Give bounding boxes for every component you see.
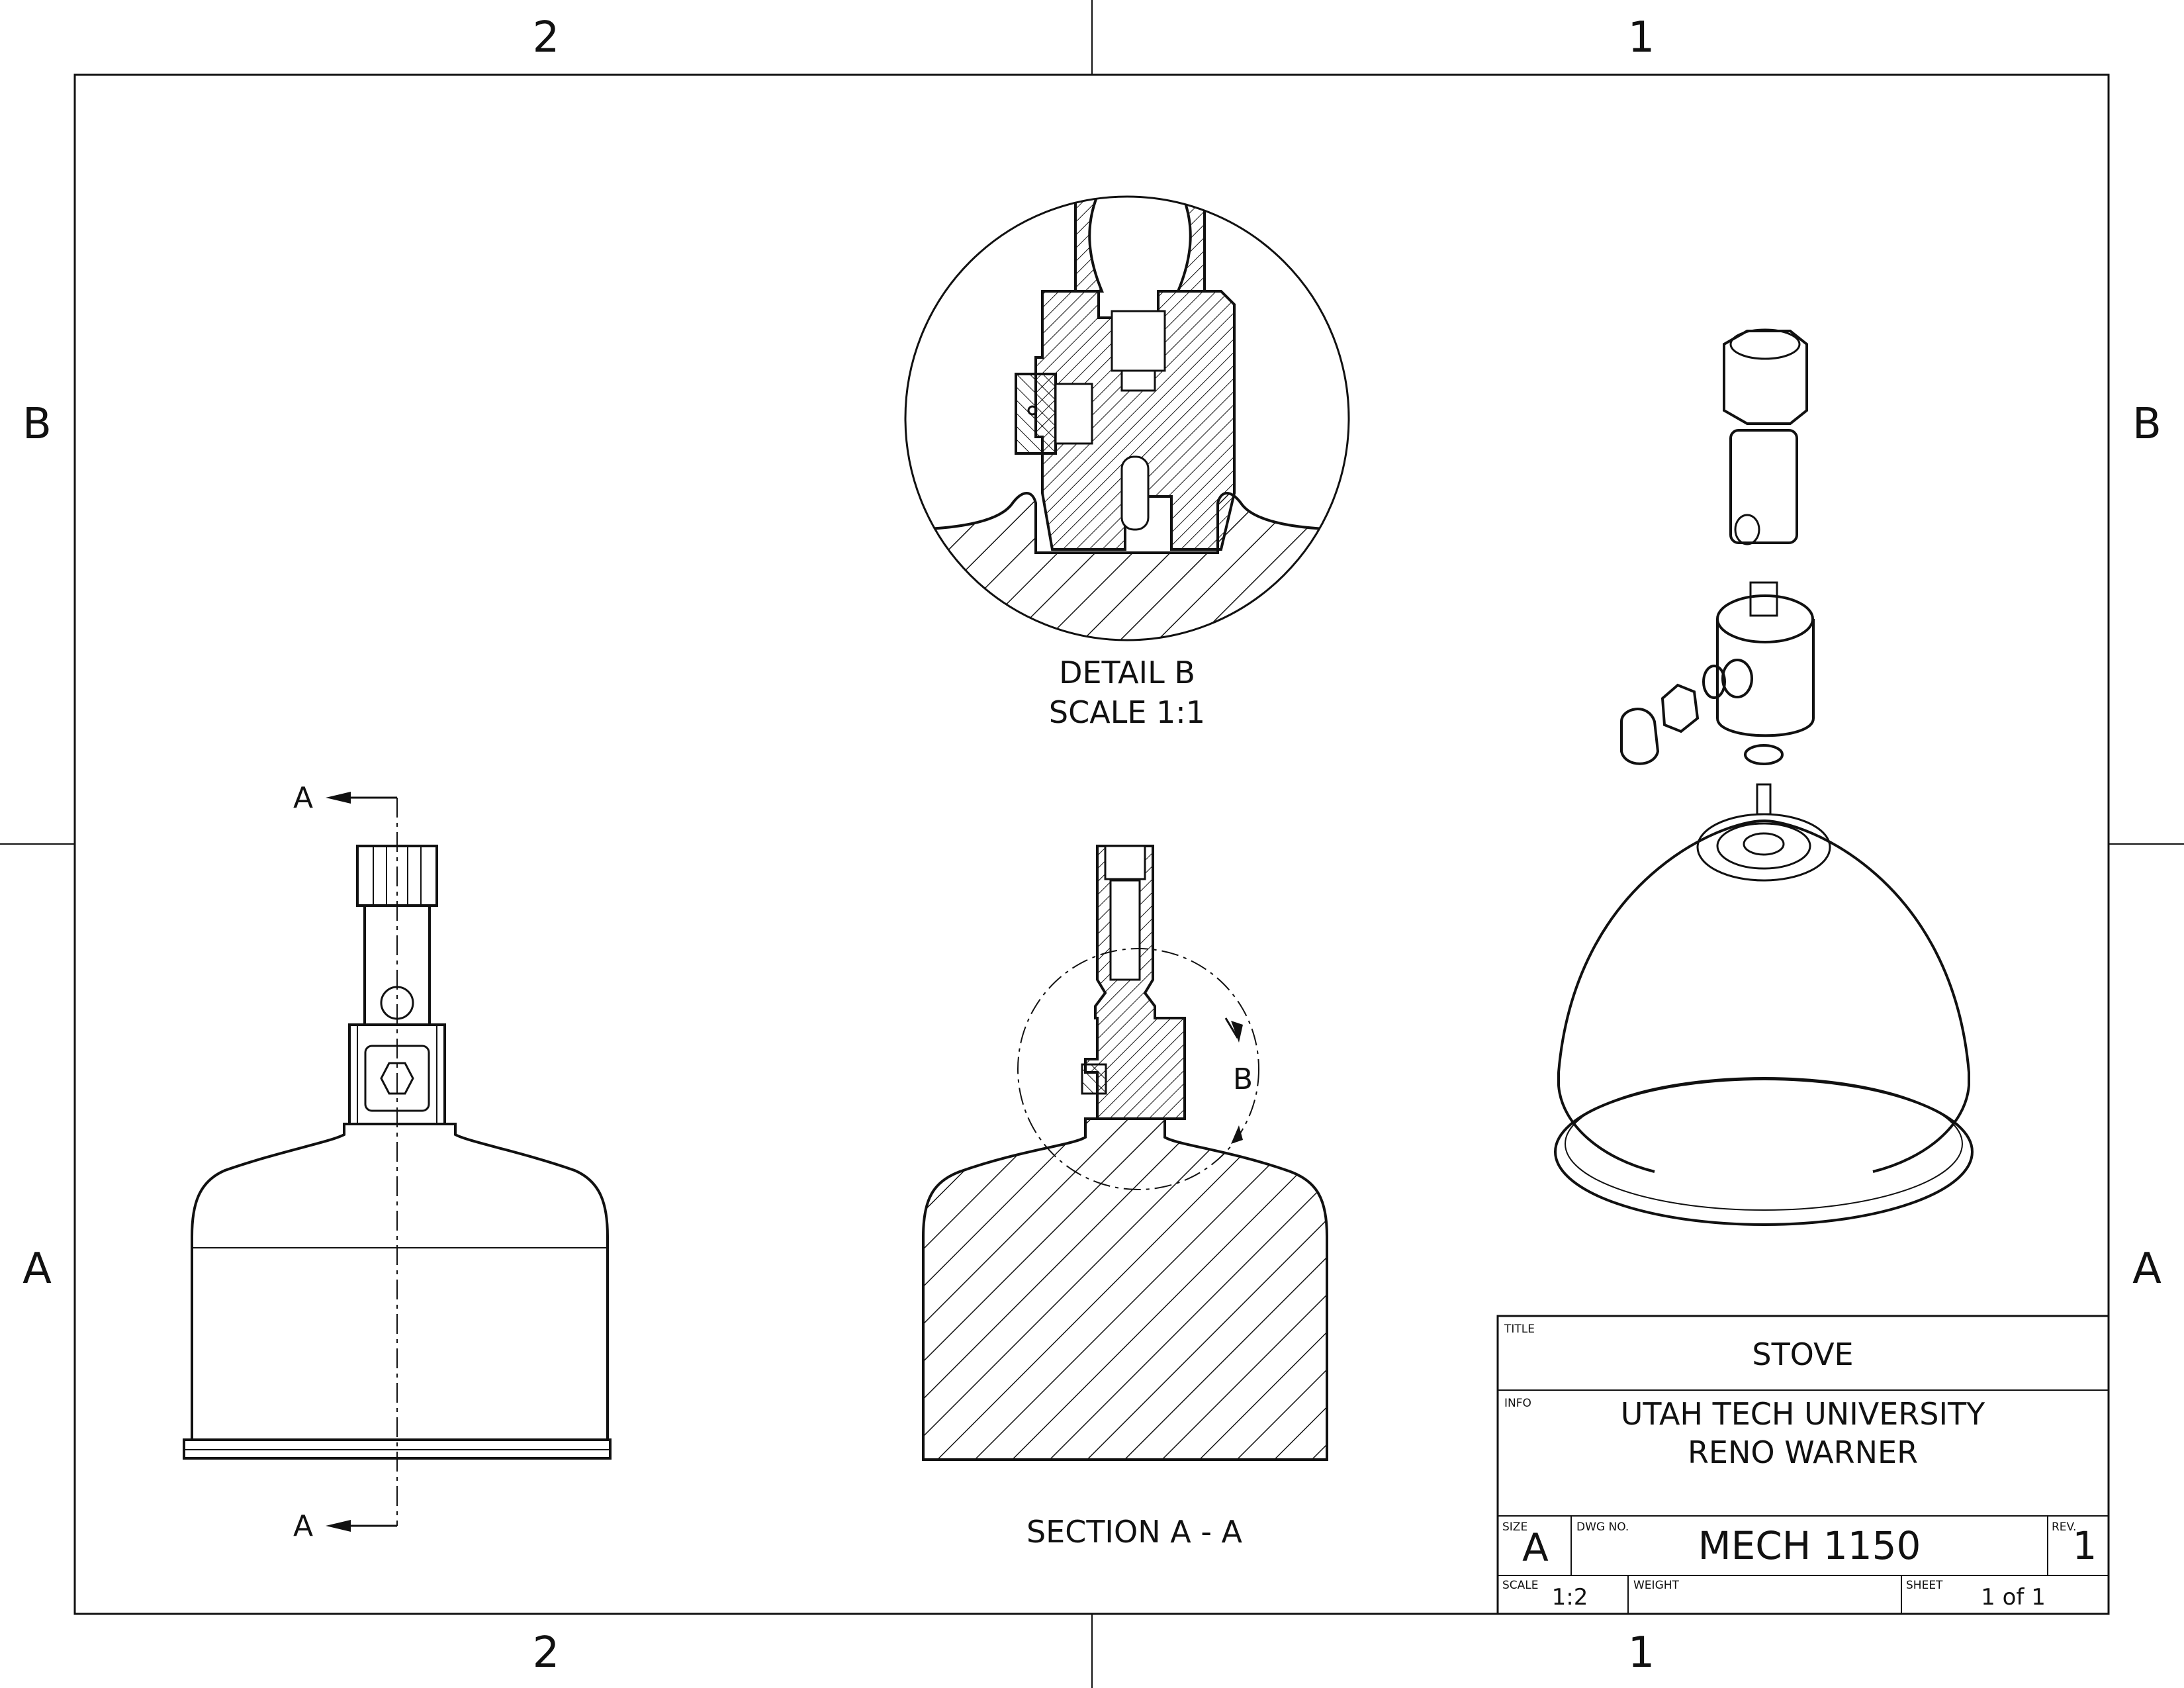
size-value: A (1522, 1525, 1549, 1570)
scale-value: 1:2 (1552, 1584, 1588, 1611)
zone-label-right-b: B (2132, 400, 2161, 449)
section-arrow-label-bottom: A (293, 1509, 313, 1543)
detail-callout-label: B (1233, 1062, 1253, 1096)
info-line-2: RENO WARNER (1688, 1434, 1918, 1470)
title-label: TITLE (1504, 1323, 1535, 1336)
dwg-no-label: DWG NO. (1576, 1521, 1629, 1534)
zone-label-top-1: 1 (1628, 13, 1655, 62)
zone-label-left-b: B (23, 400, 52, 449)
hex-nut-icon (380, 1062, 414, 1095)
size-label: SIZE (1502, 1521, 1527, 1534)
dwg-no-value: MECH 1150 (1698, 1523, 1921, 1568)
section-view-title: SECTION A - A (1026, 1514, 1243, 1550)
sheet-label: SHEET (1906, 1579, 1943, 1592)
zone-label-right-a: A (2132, 1244, 2161, 1293)
section-view (922, 845, 1328, 1461)
zone-label-bottom-2: 2 (533, 1628, 560, 1677)
drawing-title: STOVE (1752, 1336, 1853, 1372)
info-line-1: UTAH TECH UNIVERSITY (1621, 1396, 1985, 1432)
detail-view (904, 195, 1350, 641)
zone-label-top-2: 2 (533, 13, 560, 62)
title-block (1496, 1315, 2110, 1615)
zone-label-bottom-1: 1 (1628, 1628, 1655, 1677)
scale-label: SCALE (1502, 1579, 1539, 1592)
detail-view-title: DETAIL B (1059, 655, 1195, 690)
rev-label: REV. (2052, 1521, 2076, 1534)
weight-label: WEIGHT (1633, 1579, 1680, 1592)
isometric-exploded-view (1554, 328, 1974, 1226)
sheet-value: 1 of 1 (1981, 1584, 2046, 1611)
detail-view-scale: SCALE 1:1 (1049, 694, 1205, 730)
section-arrow-label-top: A (293, 781, 313, 815)
info-label: INFO (1504, 1397, 1531, 1410)
front-view (183, 792, 612, 1532)
rev-value: 1 (2073, 1523, 2097, 1568)
zone-label-left-a: A (23, 1244, 52, 1293)
